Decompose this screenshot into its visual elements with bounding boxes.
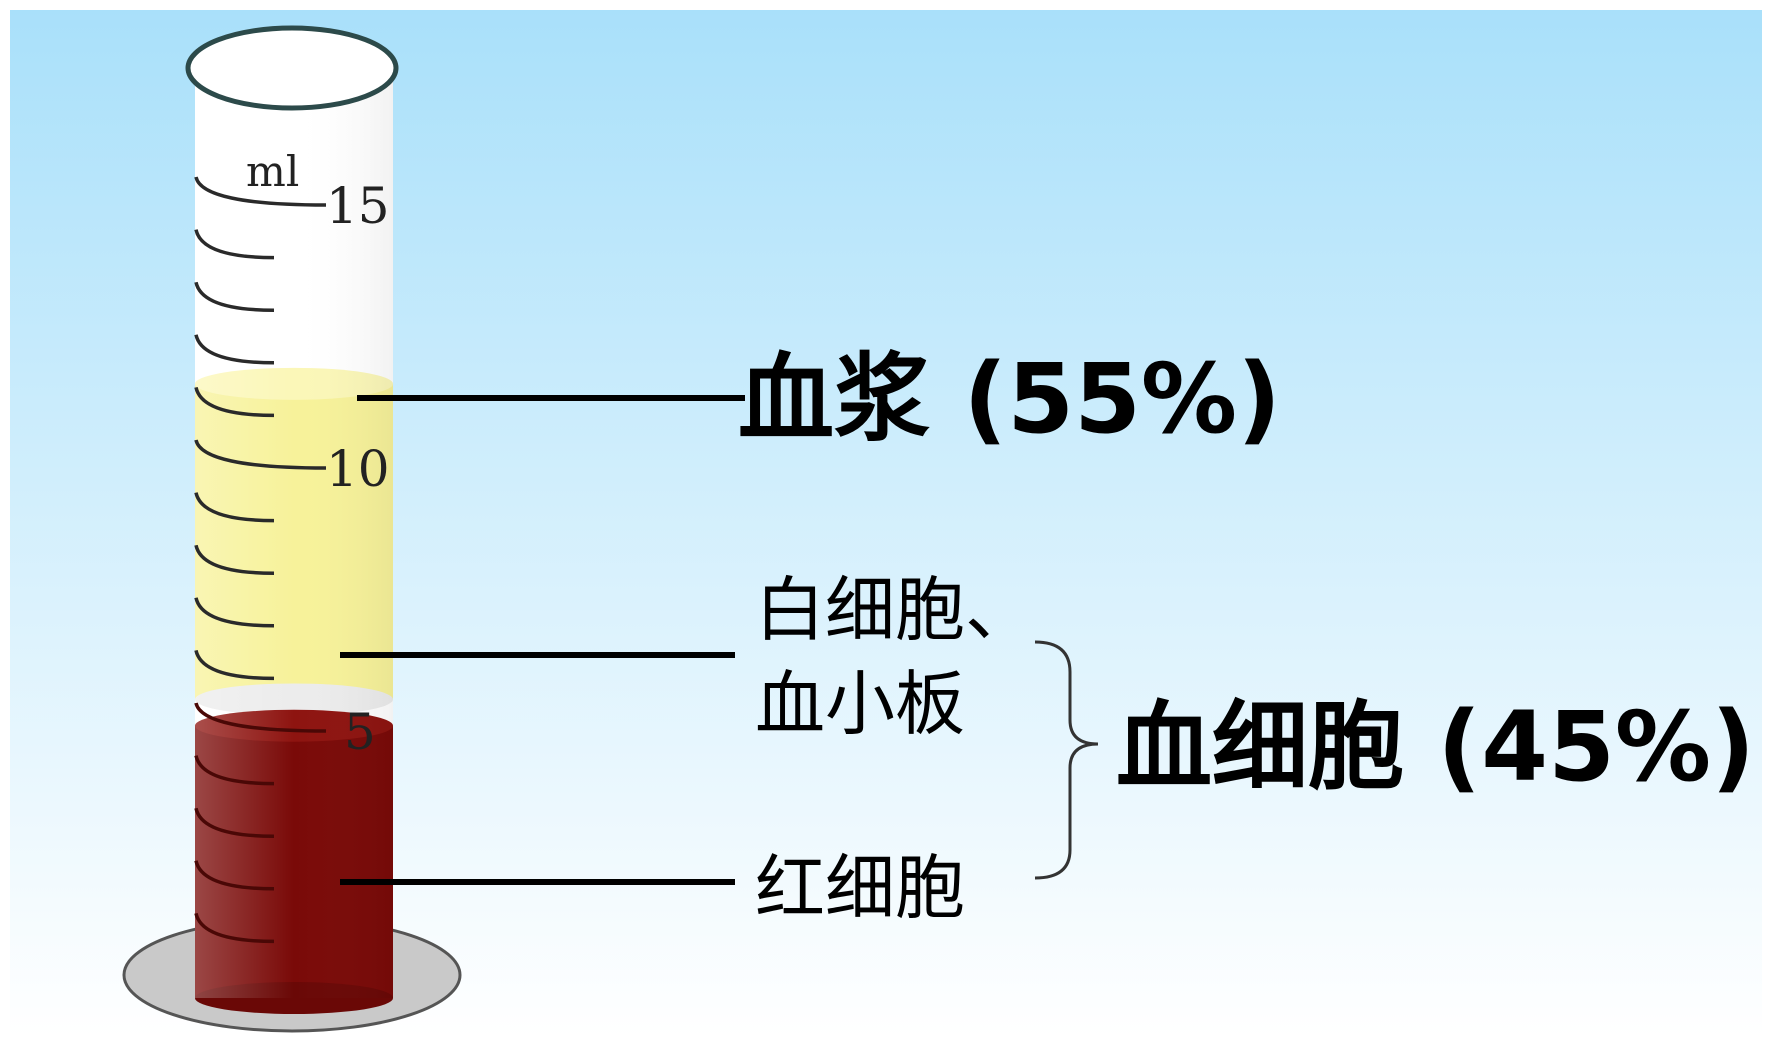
minor-graduation-mark: [194, 807, 275, 838]
minor-graduation-mark: [194, 544, 275, 575]
major-graduation-mark: [194, 702, 327, 733]
minor-graduation-mark: [194, 860, 275, 891]
minor-graduation-mark: [194, 386, 275, 418]
unit-label: ml: [246, 147, 299, 196]
minor-graduation-mark: [194, 912, 275, 944]
cylinder-shading: [195, 68, 393, 998]
minor-graduation-mark: [194, 649, 275, 681]
minor-graduation-mark: [194, 334, 275, 365]
minor-graduation-mark: [194, 597, 275, 628]
tick-label-15: 15: [326, 177, 390, 235]
minor-graduation-mark: [194, 755, 275, 786]
wbc-platelets-label-line1: 白细胞、: [755, 569, 1035, 651]
red-cells-label: 红细胞: [755, 847, 965, 929]
major-graduation-mark: [194, 439, 327, 470]
wbc-platelets-label-line2: 血小板: [755, 663, 965, 745]
tick-label-5: 5: [344, 703, 376, 761]
blood-cells-label: 血细胞 (45%): [1116, 691, 1755, 803]
minor-graduation-mark: [194, 229, 275, 260]
minor-graduation-mark: [194, 492, 275, 523]
graduation-marks: [194, 176, 327, 944]
plasma-label: 血浆 (55%): [738, 343, 1281, 455]
minor-graduation-mark: [194, 281, 275, 312]
blood-cells-brace: [1034, 640, 1099, 880]
major-graduation-mark: [194, 176, 327, 207]
cylinder-rim: [185, 25, 399, 111]
tick-label-10: 10: [326, 440, 390, 498]
